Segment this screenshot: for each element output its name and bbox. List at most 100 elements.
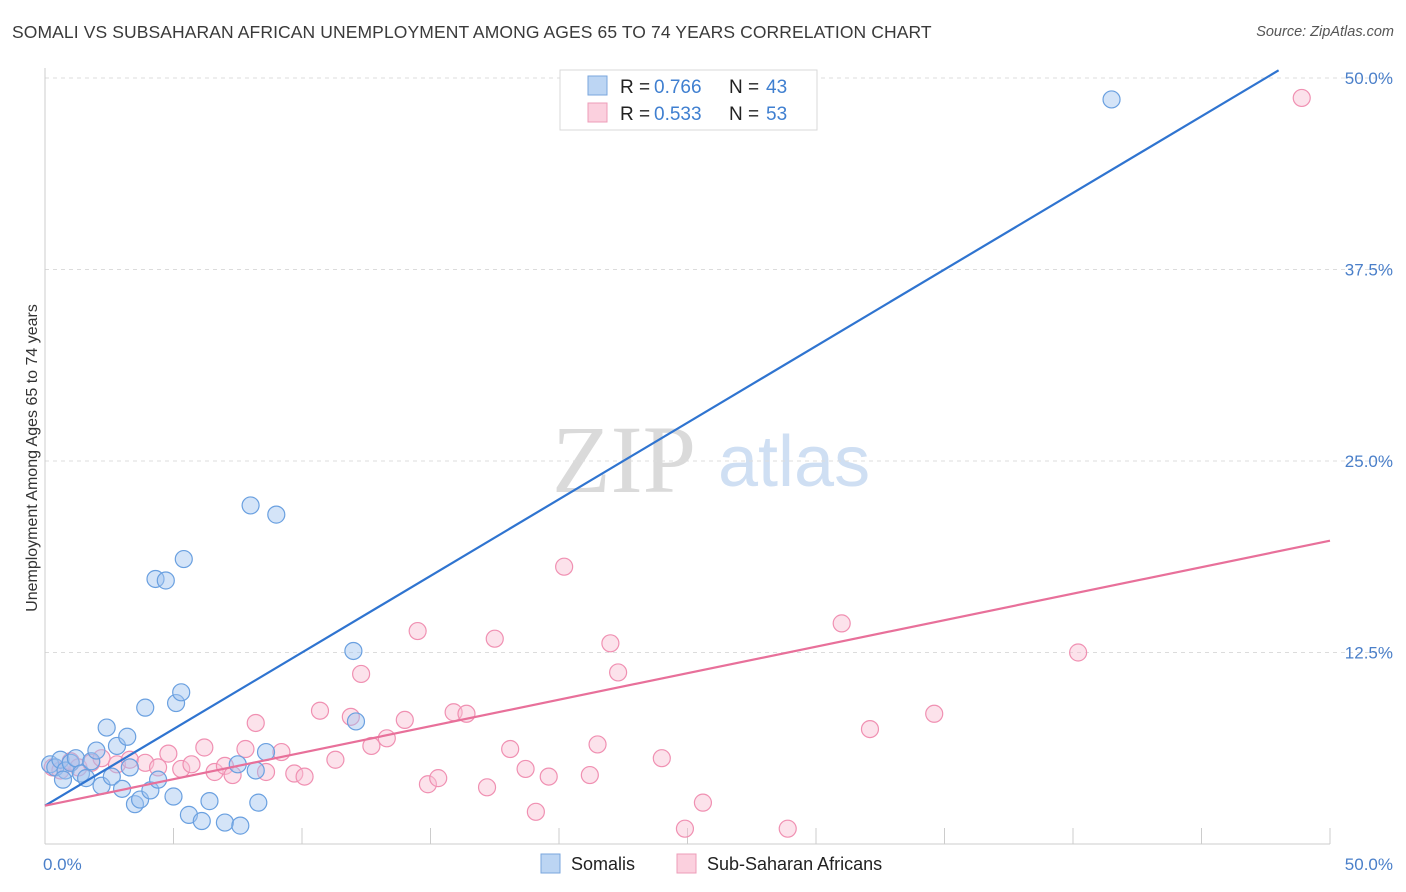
legend-n-value-subsaharan: 53 xyxy=(766,104,787,125)
legend-r-value-somalis: 0.766 xyxy=(654,77,702,98)
subsaharan-point-36 xyxy=(485,629,504,648)
subsaharan-point-26 xyxy=(352,664,371,684)
chart-title: SOMALI VS SUBSAHARAN AFRICAN UNEMPLOYMEN… xyxy=(12,22,932,42)
bottom-legend-subsaharan: Sub-Saharan Africans xyxy=(707,854,882,874)
somali-point-9 xyxy=(82,752,101,771)
somali-point-35 xyxy=(241,496,260,515)
somali-point-20 xyxy=(136,698,155,717)
y-tick-labels: 12.5% 25.0% 37.5% 50.0% xyxy=(1345,69,1393,663)
x-tick-label-0: 0.0% xyxy=(43,855,82,874)
y-tick-label-2: 37.5% xyxy=(1345,261,1393,280)
somali-point-27 xyxy=(172,683,191,702)
somali-point-37 xyxy=(249,793,268,812)
somali-point-40 xyxy=(344,641,363,661)
subsaharan-point-23 xyxy=(310,701,330,720)
subsaharan-trend-line xyxy=(44,539,1331,807)
x-tick-labels: 0.0% 50.0% xyxy=(43,855,1393,874)
subsaharan-point-28 xyxy=(377,729,396,748)
subsaharan-points xyxy=(43,88,1311,838)
somali-point-6 xyxy=(66,749,85,768)
subsaharan-point-18 xyxy=(246,713,265,733)
legend-swatch-subsaharan xyxy=(587,102,608,123)
subsaharan-point-21 xyxy=(285,764,304,783)
source-label: Source: ZipAtlas.com xyxy=(1256,24,1394,40)
bottom-legend-swatch-somalis xyxy=(540,853,561,874)
somali-points xyxy=(41,90,1121,835)
somali-point-28 xyxy=(174,549,193,569)
legend-r-value-subsaharan: 0.533 xyxy=(654,104,702,125)
somali-point-8 xyxy=(77,769,96,788)
somali-point-19 xyxy=(130,790,150,809)
legend-r-label-subsaharan: R = xyxy=(620,104,650,125)
somali-point-4 xyxy=(53,770,73,789)
somali-point-41 xyxy=(346,712,366,731)
subsaharan-point-46 xyxy=(652,749,671,768)
axes xyxy=(44,68,1331,845)
bottom-legend: Somalis Sub-Saharan Africans xyxy=(540,853,882,874)
subsaharan-point-40 xyxy=(539,767,558,786)
subsaharan-point-35 xyxy=(477,778,497,797)
subsaharan-point-47 xyxy=(675,819,695,838)
subsaharan-point-42 xyxy=(580,765,599,785)
somali-point-0 xyxy=(41,755,60,774)
y-tick-label-3: 50.0% xyxy=(1345,69,1393,88)
subsaharan-point-50 xyxy=(832,614,851,633)
legend-n-value-somalis: 43 xyxy=(766,77,787,98)
subsaharan-point-31 xyxy=(418,775,438,794)
subsaharan-point-10 xyxy=(159,744,178,763)
subsaharan-point-51 xyxy=(860,719,880,739)
somali-point-34 xyxy=(231,816,250,835)
legend-r-label-somalis: R = xyxy=(620,77,650,98)
subsaharan-point-22 xyxy=(295,767,314,786)
somali-point-16 xyxy=(118,727,137,746)
somali-point-17 xyxy=(120,758,139,777)
legend-n-label-subsaharan: N = xyxy=(729,104,759,125)
somali-trend-line xyxy=(44,69,1280,807)
subsaharan-point-48 xyxy=(693,793,713,812)
subsaharan-point-30 xyxy=(408,621,427,641)
subsaharan-point-54 xyxy=(1292,88,1311,108)
somali-point-30 xyxy=(192,811,211,831)
subsaharan-point-37 xyxy=(501,739,520,759)
x-tick-label-1: 50.0% xyxy=(1345,855,1393,874)
somali-point-12 xyxy=(97,718,116,737)
somali-point-2 xyxy=(51,750,70,769)
subsaharan-point-43 xyxy=(588,735,607,754)
subsaharan-point-45 xyxy=(609,663,628,682)
somali-point-24 xyxy=(156,571,175,590)
somali-point-23 xyxy=(148,770,168,789)
somali-point-39 xyxy=(267,505,286,524)
subsaharan-point-39 xyxy=(526,802,545,821)
legend-n-label-somalis: N = xyxy=(729,77,759,98)
subsaharan-point-52 xyxy=(925,704,944,723)
subsaharan-point-13 xyxy=(195,738,214,757)
subsaharan-point-24 xyxy=(326,750,345,769)
trend-lines xyxy=(44,69,1331,807)
subsaharan-point-17 xyxy=(236,739,255,759)
subsaharan-point-12 xyxy=(182,755,201,774)
bottom-legend-somalis: Somalis xyxy=(571,854,635,874)
somali-point-31 xyxy=(200,792,219,811)
y-axis-label: Unemployment Among Ages 65 to 74 years xyxy=(24,304,41,612)
subsaharan-point-44 xyxy=(601,634,620,653)
y-tick-label-1: 25.0% xyxy=(1345,452,1393,471)
watermark-atlas: atlas xyxy=(718,422,870,502)
somali-point-10 xyxy=(87,741,106,760)
subsaharan-point-32 xyxy=(429,769,448,788)
legend-swatch-somalis xyxy=(587,75,608,96)
top-legend: R = 0.766 N = 43 R = 0.533 N = 53 xyxy=(559,69,818,131)
somali-point-26 xyxy=(166,693,186,713)
somali-point-25 xyxy=(164,787,183,806)
somali-point-32 xyxy=(215,813,234,832)
y-tick-label-0: 12.5% xyxy=(1345,644,1393,663)
grid-lines xyxy=(45,77,1392,653)
subsaharan-point-49 xyxy=(778,819,797,838)
subsaharan-point-29 xyxy=(395,710,414,730)
somali-point-42 xyxy=(1102,90,1121,109)
somali-point-14 xyxy=(107,736,127,756)
somali-point-13 xyxy=(102,767,121,786)
subsaharan-point-38 xyxy=(516,759,535,779)
subsaharan-point-41 xyxy=(555,557,574,576)
subsaharan-point-53 xyxy=(1069,643,1088,662)
